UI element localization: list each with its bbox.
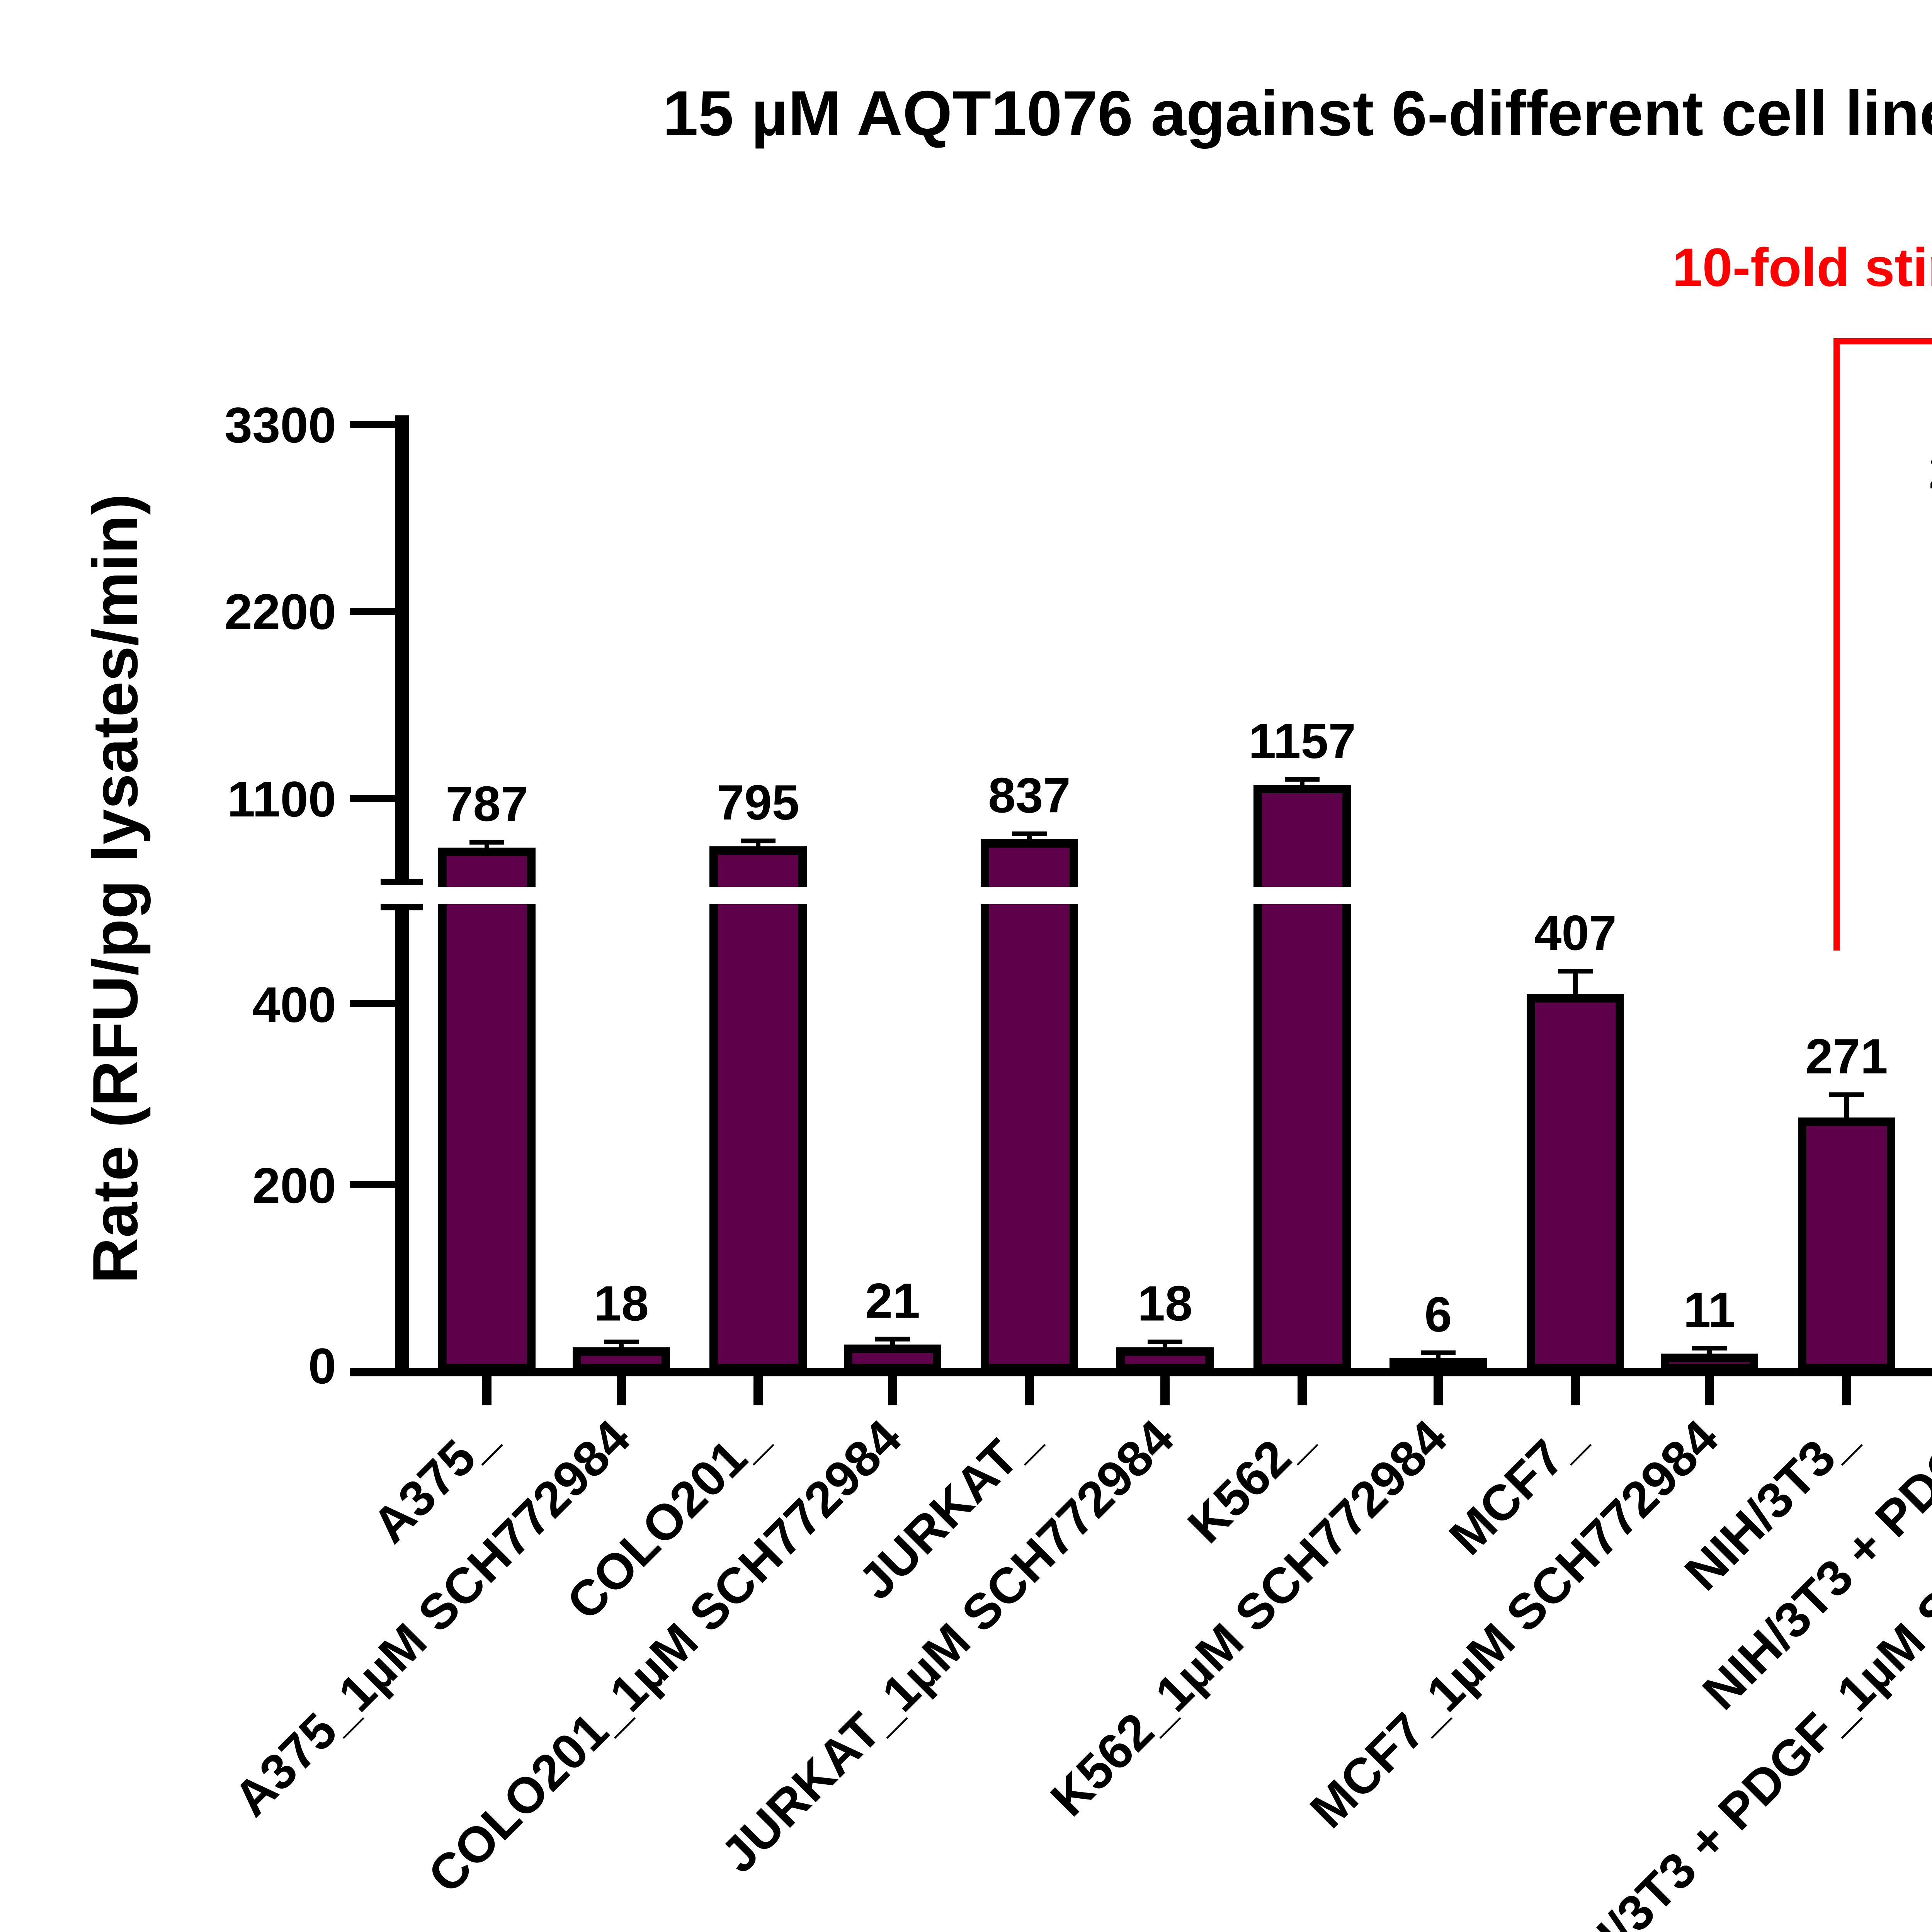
bars-group: 7871879521837181157640711271274391989 [435, 444, 1932, 1405]
y-tick-400: 400 [252, 976, 336, 1033]
y-tick-200: 200 [252, 1157, 336, 1214]
bar-value-label: 271 [1805, 1029, 1888, 1084]
bar-value-label: 6 [1424, 1287, 1452, 1342]
fold-change-bracket [1833, 338, 1932, 951]
y-tick-2200: 2200 [224, 583, 336, 640]
bar-value-label: 795 [717, 775, 799, 830]
bar: 407 [1527, 906, 1624, 1405]
bar-value-label: 837 [988, 768, 1071, 823]
bar-value-label: 11 [1683, 1282, 1735, 1338]
bar: 787 [435, 777, 539, 1405]
bar: 6 [1389, 1287, 1487, 1405]
bar: 1157 [1248, 714, 1356, 1405]
bar-value-label: 21 [865, 1274, 920, 1329]
bar-value-label: 2743 [1929, 444, 1932, 499]
chart-title: 15 µM AQT1076 against 6-different cell l… [663, 78, 1932, 149]
y-tick-0: 0 [308, 1338, 336, 1394]
bar-value-label: 787 [446, 777, 528, 832]
annotation-10-fold-stimulation: 10-fold stimulation [1672, 237, 1932, 298]
bar: 795 [706, 775, 810, 1405]
bar: 18 [1116, 1276, 1214, 1405]
bar-value-label: 1157 [1248, 714, 1356, 769]
bar: 21 [844, 1274, 941, 1405]
bar: 2743 [1929, 444, 1932, 904]
y-tick-3300: 3300 [224, 397, 336, 453]
bar: 18 [573, 1276, 670, 1405]
bar: 837 [977, 768, 1082, 1405]
y-axis [350, 415, 423, 1376]
bar-value-label: 18 [1138, 1276, 1192, 1332]
y-axis-label: Rate (RFU/pg lysates/min) [80, 494, 151, 1284]
x-category-labels: A375_A375_1µM SCH772984COLO201_COLO201_1… [223, 1408, 1932, 1932]
y-tick-1100: 1100 [227, 771, 336, 827]
bar: 11 [1661, 1282, 1758, 1405]
bar-value-label: 407 [1534, 906, 1617, 961]
bar-value-label: 18 [594, 1276, 649, 1332]
bar: 271 [1798, 1029, 1895, 1405]
